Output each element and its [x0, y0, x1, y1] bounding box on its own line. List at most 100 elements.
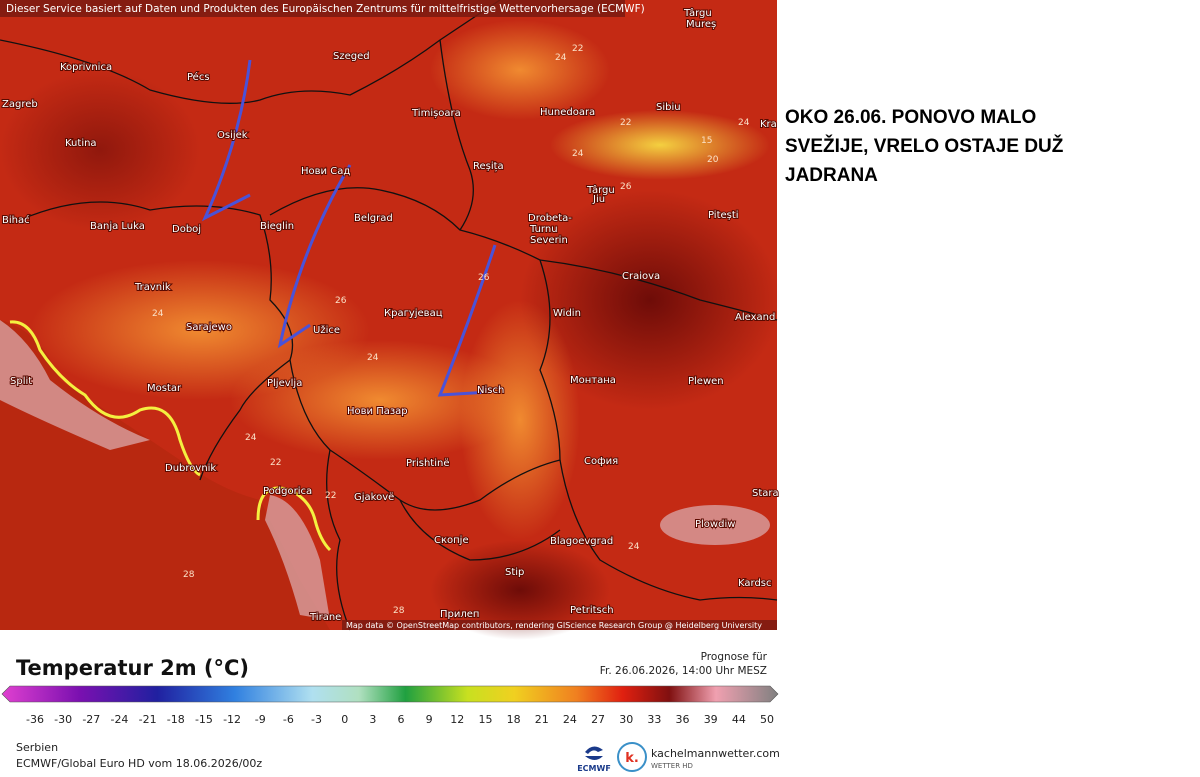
border — [326, 449, 351, 631]
contour-label: 24 — [572, 149, 584, 159]
cool-coast — [265, 495, 330, 620]
colorbar — [1, 685, 779, 703]
city-label: Travnik — [134, 282, 171, 293]
city-label: Drobeta- — [528, 213, 572, 224]
brand-sub: WETTER HD — [651, 762, 693, 770]
forecast-time: Fr. 26.06.2026, 14:00 Uhr MESZ — [600, 665, 767, 677]
colorbar-tick-label: -18 — [167, 713, 185, 726]
colorbar-tick-label: -36 — [26, 713, 44, 726]
colorbar-tick-label: 44 — [732, 713, 746, 726]
contour-label: 28 — [183, 570, 195, 580]
contour-label: 26 — [620, 182, 632, 192]
notice-bar — [0, 0, 625, 17]
colorbar-tick-label: 6 — [398, 713, 405, 726]
city-label: Podgorica — [263, 486, 312, 497]
border — [399, 499, 561, 561]
annotation: OKO 26.06. PONOVO MALO SVEŽIJE, VRELO OST… — [785, 107, 1064, 186]
colorbar-tick-label: 39 — [704, 713, 718, 726]
contour-label: 15 — [701, 136, 712, 146]
brand: kachelmannwetter.com — [651, 747, 780, 760]
border — [0, 0, 501, 104]
contour-label: 24 — [245, 433, 257, 443]
city-label: Монтана — [570, 375, 616, 386]
colorbar-ticks: -36 -30 -27 -24 -21 -18 -15 -12 -9 -6 -3 0 3 6 9 12 15 18… — [26, 713, 774, 726]
city-label: Blagoevgrad — [550, 536, 613, 547]
contour-label: 24 — [152, 309, 164, 319]
coast-line — [256, 486, 332, 552]
city-label: Pljevlja — [267, 378, 302, 389]
colorbar-tick-label: -3 — [311, 713, 322, 726]
brand-icon: k. — [625, 751, 639, 766]
sea — [0, 320, 330, 630]
city-label: Kutina — [65, 138, 97, 149]
city-label: Târgu — [683, 7, 712, 19]
city-label: Târgu — [586, 184, 615, 196]
colorbar-tick-label: 9 — [426, 713, 433, 726]
colorbar-tick-label: 36 — [676, 713, 690, 726]
arrow — [437, 244, 497, 397]
contour-label: 28 — [393, 606, 405, 616]
city-label: Hunedoara — [540, 107, 595, 118]
border — [539, 259, 778, 321]
city-label: Bihać — [2, 214, 30, 226]
colorbar-tick-label: 18 — [507, 713, 521, 726]
city-label: Plowdiw — [695, 519, 735, 530]
warm-area — [230, 340, 530, 460]
hot-area — [520, 190, 780, 410]
contour-label: 24 — [628, 542, 640, 552]
city-label: Reșița — [473, 161, 504, 172]
coast-line — [9, 320, 201, 477]
city-label: Tirane — [309, 612, 341, 623]
city-labels: Koprivnica Pécs Szeged Zagreb Osijek Timișoar… — [1, 6, 780, 624]
cool-area — [550, 110, 770, 180]
city-label: Pitești — [708, 210, 739, 221]
city-label: Nisch — [477, 385, 504, 396]
colorbar-tick-label: 24 — [563, 713, 577, 726]
model-run: ECMWF/Global Euro HD vom 18.06.2026/00z — [16, 757, 262, 770]
forecast-label: Prognose für — [701, 651, 768, 663]
city-label: Gjakovë — [354, 492, 394, 503]
warm-area — [460, 300, 580, 540]
city-label: Timișoara — [411, 108, 461, 119]
colorbar-tick-label: -12 — [223, 713, 241, 726]
contour-label: 22 — [572, 44, 583, 54]
city-label: Нови Пазар — [347, 406, 408, 417]
hot-area — [0, 70, 200, 230]
contour-label: 24 — [555, 53, 567, 63]
annotation-line: SVEŽIJE, VRELO OSTAJE DUŽ — [785, 135, 1064, 157]
colorbar-tick-label: 50 — [760, 713, 774, 726]
attribution-bar — [342, 620, 777, 630]
city-label: Mostar — [147, 383, 182, 394]
arrow — [277, 164, 352, 349]
city-label: Split — [10, 376, 32, 387]
city-label: Turnu — [529, 224, 558, 235]
hot-area — [430, 540, 610, 640]
city-label: Крагујевац — [384, 307, 443, 319]
contour-label: 26 — [335, 296, 347, 306]
city-label: Koprivnica — [60, 62, 112, 73]
contour-label: 20 — [707, 155, 719, 165]
colorbar-tick-label: -24 — [110, 713, 128, 726]
annotation-line: OKO 26.06. PONOVO MALO — [785, 107, 1036, 128]
colorbar-tick-label: 12 — [450, 713, 464, 726]
borders — [0, 0, 778, 631]
colorbar-tick-label: 33 — [647, 713, 661, 726]
ecmwf-logo — [585, 746, 603, 760]
warm-area — [430, 20, 610, 120]
contour-label: 24 — [738, 118, 750, 128]
city-label: Sarajewo — [186, 322, 232, 333]
cool-coast — [0, 320, 150, 450]
city-label: Jiu — [592, 194, 605, 205]
colorbar-tick-label: -6 — [283, 713, 294, 726]
colorbar-tick-label: 0 — [341, 713, 348, 726]
annotation-line: JADRANA — [785, 165, 878, 186]
map: Dieser Service basiert auf Daten und Pro… — [0, 0, 780, 640]
city-label: Stip — [505, 567, 524, 578]
city-label: Sibiu — [656, 102, 681, 113]
city-label: Severin — [530, 235, 568, 246]
colorbar-tick-label: -21 — [139, 713, 157, 726]
border — [19, 201, 294, 481]
contour-label: 22 — [620, 118, 631, 128]
city-label: Doboj — [172, 224, 201, 235]
